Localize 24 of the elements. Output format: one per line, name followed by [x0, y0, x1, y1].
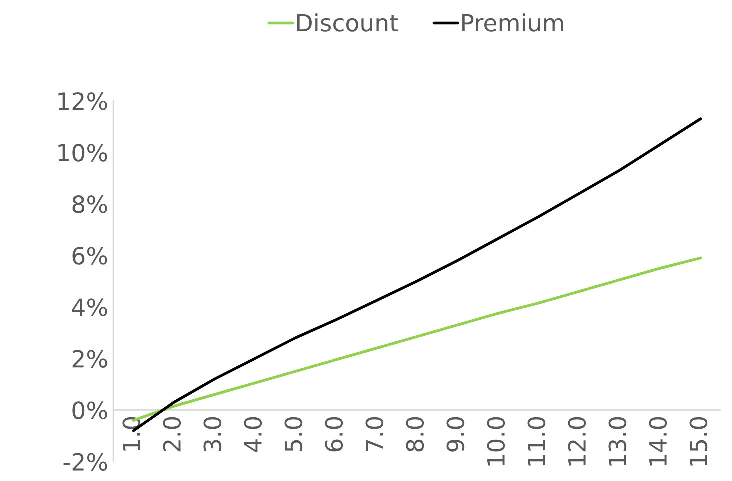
x-tick-label: 12.0: [568, 417, 586, 466]
x-tick-label: 10.0: [487, 417, 506, 466]
y-tick-label: 6%: [72, 247, 108, 265]
legend-label: Discount: [298, 14, 398, 32]
x-tick-label: 15.0: [690, 417, 708, 466]
y-tick-label: 2%: [72, 350, 108, 368]
x-tick-label: 4.0: [244, 417, 262, 452]
x-tick-label: 8.0: [406, 417, 424, 452]
y-tick-label: 4%: [72, 298, 108, 316]
x-tick-label: 3.0: [204, 417, 222, 452]
x-tick-label: 7.0: [366, 417, 384, 452]
legend-label: Premium: [462, 14, 564, 32]
y-tick-label: 10%: [58, 144, 108, 162]
x-tick-label: 11.0: [528, 417, 546, 466]
x-tick-label: 2.0: [163, 417, 182, 452]
x-tick-label: 14.0: [649, 417, 668, 466]
x-tick-label: 6.0: [325, 417, 344, 452]
x-tick-label: 5.0: [284, 417, 303, 452]
y-tick-label: -2%: [64, 453, 108, 472]
y-tick-label: 12%: [58, 92, 108, 110]
x-tick-label: 9.0: [446, 417, 465, 452]
x-tick-label: 13.0: [608, 417, 627, 466]
y-tick-label: 8%: [72, 196, 108, 214]
y-tick-label: 0%: [72, 402, 108, 420]
